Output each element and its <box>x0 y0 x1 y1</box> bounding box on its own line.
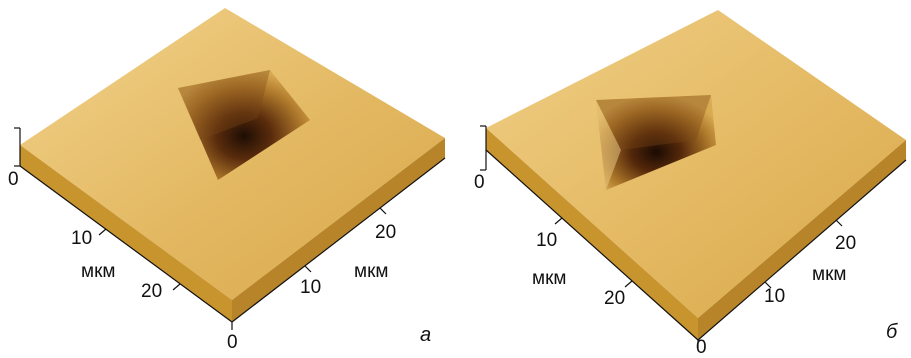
afm-surface-b <box>480 10 907 348</box>
left-tick-20: 20 <box>604 288 626 309</box>
surface-side-left <box>20 145 232 322</box>
right-tick-0: 0 <box>696 337 707 358</box>
right-tick-10: 10 <box>764 286 786 307</box>
axes-b <box>480 125 907 348</box>
left-tick-20: 20 <box>141 281 163 302</box>
right-axis-unit: мкм <box>812 264 847 285</box>
surface-side-left <box>486 128 698 340</box>
right-tick-20: 20 <box>835 233 857 254</box>
afm-panel-a: 0 10 мкм 20 0 10 мкм 20 а <box>0 0 455 355</box>
left-tick-10: 10 <box>71 228 93 249</box>
afm-surface-a <box>14 8 446 330</box>
surface-side-right <box>698 140 906 340</box>
afm-panel-b: 0 10 мкм 20 0 10 мкм 20 б <box>456 0 911 358</box>
right-tick-10: 10 <box>300 277 322 298</box>
panel-caption: а <box>420 324 432 346</box>
right-axis-unit: мкм <box>354 261 389 282</box>
left-axis-unit: мкм <box>532 268 567 289</box>
left-axis-unit: мкм <box>81 261 116 282</box>
left-tick-10: 10 <box>536 230 558 251</box>
indent-pit <box>178 70 310 180</box>
right-tick-0: 0 <box>227 332 238 353</box>
z-tick-0: 0 <box>8 169 19 190</box>
surface-side-right <box>232 138 445 322</box>
right-tick-20: 20 <box>375 222 397 243</box>
panel-caption: б <box>886 321 898 343</box>
surface-top <box>486 10 906 318</box>
z-tick-0: 0 <box>474 172 485 193</box>
axes-a <box>14 127 446 330</box>
indent-pit <box>596 95 716 190</box>
